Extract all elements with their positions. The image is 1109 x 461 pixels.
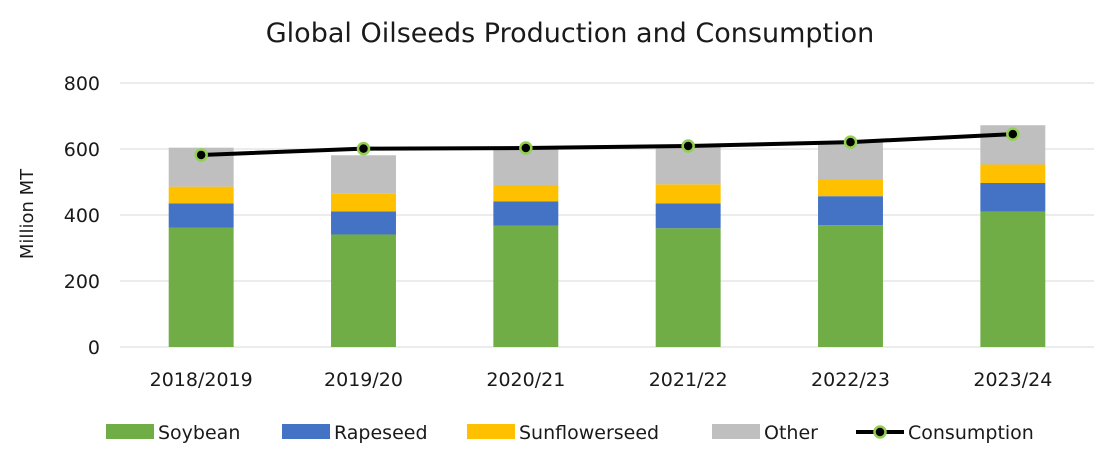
bar-sunflowerseed-3	[655, 184, 721, 204]
consumption-point-4	[843, 135, 858, 149]
gridlines	[120, 82, 1094, 348]
y-tick-label: 0	[88, 337, 100, 359]
consumption-point-3	[681, 139, 695, 153]
x-axis-ticks: 2018/2019 2019/20 2020/21 2021/22 2022/23 202…	[150, 369, 1053, 391]
x-tick-label: 2019/20	[324, 369, 403, 391]
bar-rapeseed-2	[493, 201, 559, 226]
consumption-line-group	[194, 127, 1020, 162]
y-tick-label: 600	[64, 139, 100, 161]
legend-swatch-other	[712, 424, 760, 439]
y-tick-label: 400	[64, 205, 100, 227]
legend-label-soybean: Soybean	[158, 422, 240, 444]
consumption-point-1	[356, 141, 371, 156]
x-tick-label: 2020/21	[486, 369, 565, 391]
y-tick-label: 200	[64, 271, 100, 293]
bar-soybean-0	[168, 227, 234, 347]
bar-sunflowerseed-4	[818, 179, 883, 197]
legend-label-sunflowerseed: Sunflowerseed	[519, 422, 659, 444]
bar-sunflowerseed-2	[493, 184, 559, 202]
consumption-point-2	[519, 141, 533, 155]
legend-swatch-soybean	[106, 424, 154, 439]
x-tick-label: 2021/22	[649, 369, 728, 391]
y-axis-label: Million MT	[17, 168, 38, 259]
bar-soybean-3	[655, 228, 721, 347]
bar-soybean-4	[818, 225, 883, 347]
consumption-point-5	[1006, 127, 1020, 141]
bar-sunflowerseed-0	[168, 186, 234, 204]
bar-rapeseed-1	[331, 211, 396, 235]
consumption-point-0	[194, 148, 208, 162]
consumption-line	[201, 132, 1013, 157]
legend-label-consumption: Consumption	[908, 422, 1034, 444]
bar-soybean-5	[980, 211, 1046, 347]
x-tick-label: 2018/2019	[150, 369, 253, 391]
chart-title: Global Oilseeds Production and Consumpti…	[266, 18, 874, 49]
bar-rapeseed-0	[168, 203, 234, 228]
bar-rapeseed-3	[655, 203, 721, 229]
bars	[168, 125, 1046, 347]
y-axis-ticks: 0 200 400 600 800	[64, 73, 100, 359]
legend-swatch-sunflowerseed	[467, 424, 515, 439]
bar-sunflowerseed-1	[331, 193, 396, 212]
legend-swatch-consumption-marker	[873, 425, 887, 439]
bar-soybean-1	[331, 234, 396, 347]
legend-label-rapeseed: Rapeseed	[334, 422, 428, 444]
legend-swatch-rapeseed	[282, 424, 330, 439]
y-tick-label: 800	[64, 73, 100, 95]
x-tick-label: 2023/24	[973, 369, 1052, 391]
bar-other-1	[331, 155, 396, 194]
bar-rapeseed-4	[818, 196, 883, 226]
bar-rapeseed-5	[980, 182, 1046, 212]
bar-sunflowerseed-5	[980, 164, 1046, 183]
legend-label-other: Other	[764, 422, 818, 444]
bar-soybean-2	[493, 225, 559, 347]
legend: Soybean Rapeseed Sunflowerseed Other Consump…	[106, 422, 1034, 444]
x-tick-label: 2022/23	[811, 369, 890, 391]
